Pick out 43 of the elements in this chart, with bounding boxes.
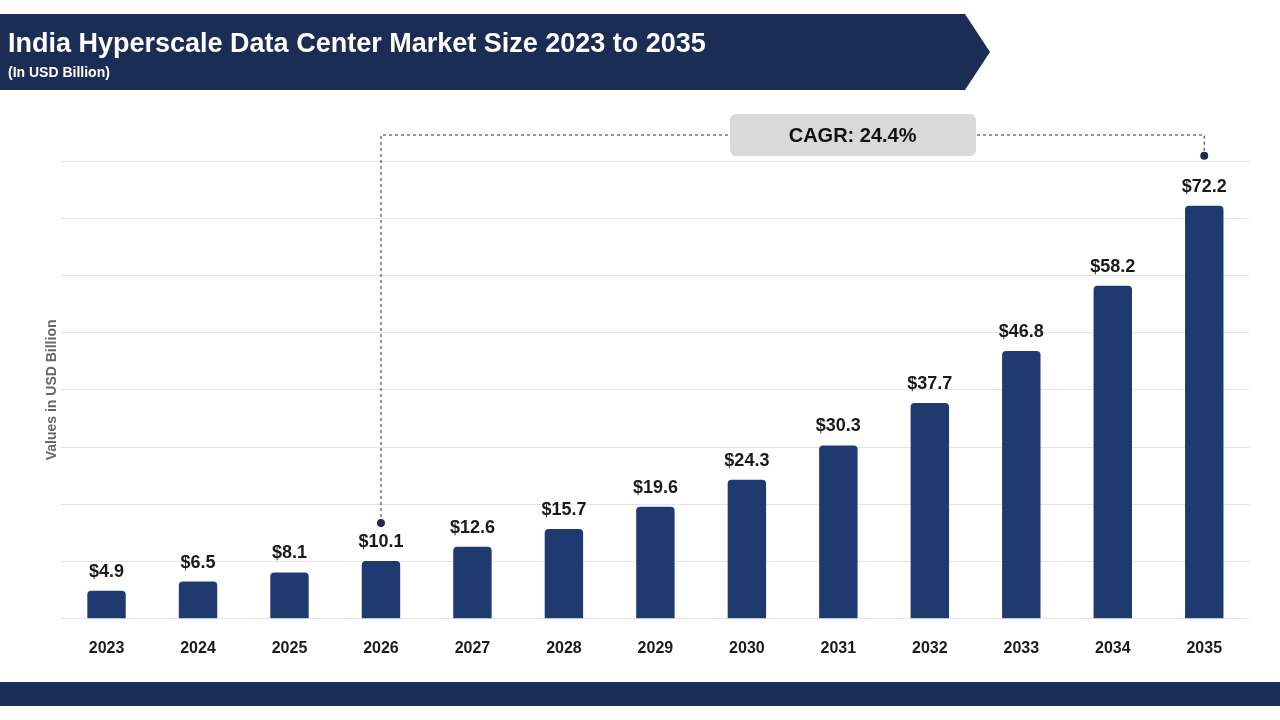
bar xyxy=(1093,285,1132,619)
x-tick-label: 2031 xyxy=(820,638,857,656)
bar xyxy=(819,445,858,619)
data-label: $72.2 xyxy=(1181,175,1227,196)
bar xyxy=(270,572,309,619)
data-label: $46.8 xyxy=(998,320,1044,341)
x-tick-label: 2032 xyxy=(912,638,948,656)
data-label: $15.7 xyxy=(541,498,587,519)
x-tick-label: 2033 xyxy=(1003,638,1040,656)
x-tick-label: 2030 xyxy=(729,638,765,656)
bar xyxy=(727,479,767,619)
x-tick-label: 2034 xyxy=(1094,638,1131,656)
x-tick-label: 2024 xyxy=(180,638,216,656)
x-tick-label: 2027 xyxy=(454,638,491,656)
data-label: $24.3 xyxy=(724,449,770,470)
x-tick-label: 2029 xyxy=(637,638,674,656)
chart-title: India Hyperscale Data Center Market Size 2023 to 2035 xyxy=(8,28,706,59)
y-axis-title: Values in USD Billion xyxy=(43,319,60,461)
x-tick-label: 2025 xyxy=(271,638,308,656)
x-tick-label: 2028 xyxy=(546,638,582,656)
bar xyxy=(1002,350,1041,619)
x-tick-label: 2035 xyxy=(1186,638,1223,656)
bar xyxy=(361,561,401,619)
bar xyxy=(544,528,584,619)
bar xyxy=(910,403,950,619)
data-label: $8.1 xyxy=(271,542,308,563)
x-tick-label: 2023 xyxy=(88,638,125,656)
bar xyxy=(636,506,675,619)
bar xyxy=(1185,205,1224,619)
x-tick-label: 2026 xyxy=(363,638,399,656)
data-label: $4.9 xyxy=(89,560,125,581)
data-label: $30.3 xyxy=(815,415,861,436)
data-label: $10.1 xyxy=(358,530,404,551)
bar xyxy=(453,546,492,619)
data-label: $6.5 xyxy=(180,551,216,572)
bar xyxy=(87,590,126,619)
data-label: $19.6 xyxy=(632,476,678,497)
note-box: CAGR: 24.4% xyxy=(729,114,976,156)
bar xyxy=(178,581,218,619)
chart-subtitle: (In USD Billion) xyxy=(8,64,110,80)
data-label: $58.2 xyxy=(1090,255,1136,276)
data-label: $37.7 xyxy=(907,373,953,394)
data-label: $12.6 xyxy=(449,516,495,537)
